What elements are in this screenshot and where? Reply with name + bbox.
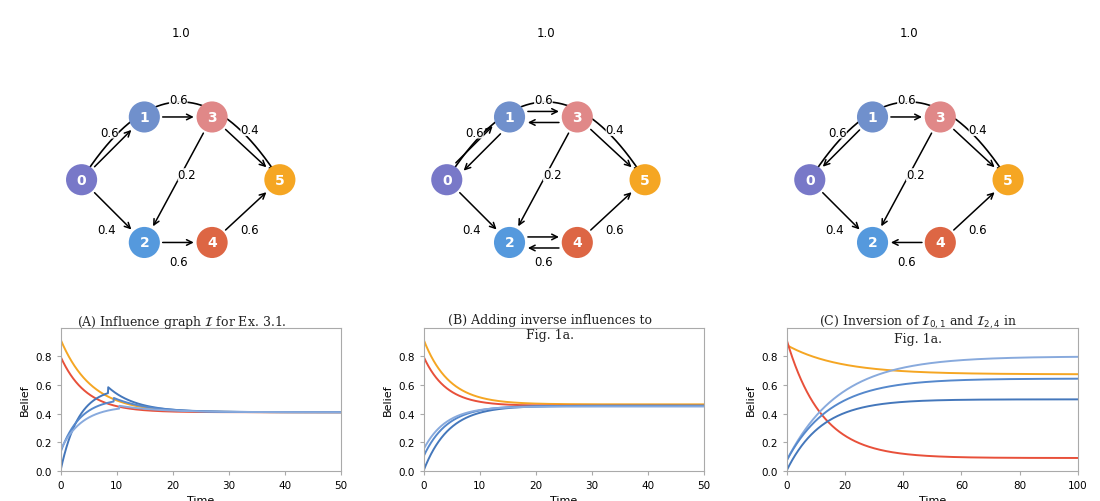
Text: 1: 1: [140, 111, 150, 125]
Text: 0.4: 0.4: [606, 124, 625, 137]
Circle shape: [562, 102, 593, 133]
Text: 0.2: 0.2: [543, 169, 561, 182]
Text: (B) Adding inverse influences to
Fig. 1a.: (B) Adding inverse influences to Fig. 1a…: [448, 313, 652, 341]
Circle shape: [66, 165, 97, 196]
Text: 3: 3: [207, 111, 217, 125]
Text: 4: 4: [207, 236, 217, 250]
Text: 0.4: 0.4: [463, 224, 481, 237]
Text: 0.6: 0.6: [828, 126, 847, 139]
Text: 0.4: 0.4: [826, 224, 844, 237]
Text: 1.0: 1.0: [537, 27, 556, 40]
Circle shape: [857, 102, 888, 133]
Text: (C) Inversion of $\mathcal{I}_{0,1}$ and $\mathcal{I}_{2,4}$ in
Fig. 1a.: (C) Inversion of $\mathcal{I}_{0,1}$ and…: [820, 313, 1018, 345]
Circle shape: [494, 227, 525, 259]
Text: 1: 1: [868, 111, 878, 125]
Text: 4: 4: [935, 236, 945, 250]
Text: 5: 5: [1003, 173, 1013, 187]
Text: 0.6: 0.6: [898, 256, 915, 268]
Text: 5: 5: [275, 173, 285, 187]
Text: 0: 0: [442, 173, 452, 187]
Text: 0.6: 0.6: [241, 224, 260, 237]
Text: 3: 3: [572, 111, 582, 125]
Text: 0.6: 0.6: [969, 224, 988, 237]
Circle shape: [264, 165, 296, 196]
Text: 0.4: 0.4: [98, 224, 116, 237]
Text: 0.6: 0.6: [606, 224, 625, 237]
Circle shape: [925, 102, 956, 133]
Circle shape: [925, 227, 956, 259]
Text: 0.4: 0.4: [969, 124, 988, 137]
Text: (A) Influence graph $\mathcal{I}$ for Ex. 3.1.: (A) Influence graph $\mathcal{I}$ for Ex…: [77, 313, 286, 330]
Text: 0.4: 0.4: [241, 124, 260, 137]
Circle shape: [629, 165, 661, 196]
Circle shape: [431, 165, 462, 196]
Y-axis label: Belief: Belief: [746, 384, 756, 415]
X-axis label: Time: Time: [918, 495, 946, 501]
Circle shape: [857, 227, 888, 259]
Text: 0: 0: [77, 173, 87, 187]
Text: 5: 5: [640, 173, 650, 187]
Text: 0.6: 0.6: [535, 256, 552, 268]
Text: 2: 2: [868, 236, 878, 250]
Text: 4: 4: [572, 236, 582, 250]
Text: 0.6: 0.6: [898, 94, 915, 107]
Text: 1.0: 1.0: [900, 27, 918, 40]
Text: 0.2: 0.2: [906, 169, 924, 182]
Text: 0: 0: [805, 173, 815, 187]
Circle shape: [129, 102, 160, 133]
X-axis label: Time: Time: [187, 495, 214, 501]
Text: 0.6: 0.6: [535, 94, 552, 107]
Circle shape: [129, 227, 160, 259]
X-axis label: Time: Time: [550, 495, 578, 501]
Text: 0.2: 0.2: [178, 169, 196, 182]
Circle shape: [494, 102, 525, 133]
Text: 0.6: 0.6: [100, 126, 119, 139]
Text: 0.6: 0.6: [465, 126, 484, 139]
Text: 0.6: 0.6: [169, 94, 187, 107]
Circle shape: [992, 165, 1024, 196]
Text: 1.0: 1.0: [172, 27, 190, 40]
Circle shape: [197, 227, 228, 259]
Circle shape: [562, 227, 593, 259]
Text: 2: 2: [505, 236, 515, 250]
Text: 2: 2: [140, 236, 150, 250]
Circle shape: [794, 165, 825, 196]
Text: 0.6: 0.6: [169, 256, 187, 268]
Text: 1: 1: [505, 111, 515, 125]
Circle shape: [197, 102, 228, 133]
Y-axis label: Belief: Belief: [20, 384, 30, 415]
Y-axis label: Belief: Belief: [383, 384, 393, 415]
Text: 3: 3: [935, 111, 945, 125]
